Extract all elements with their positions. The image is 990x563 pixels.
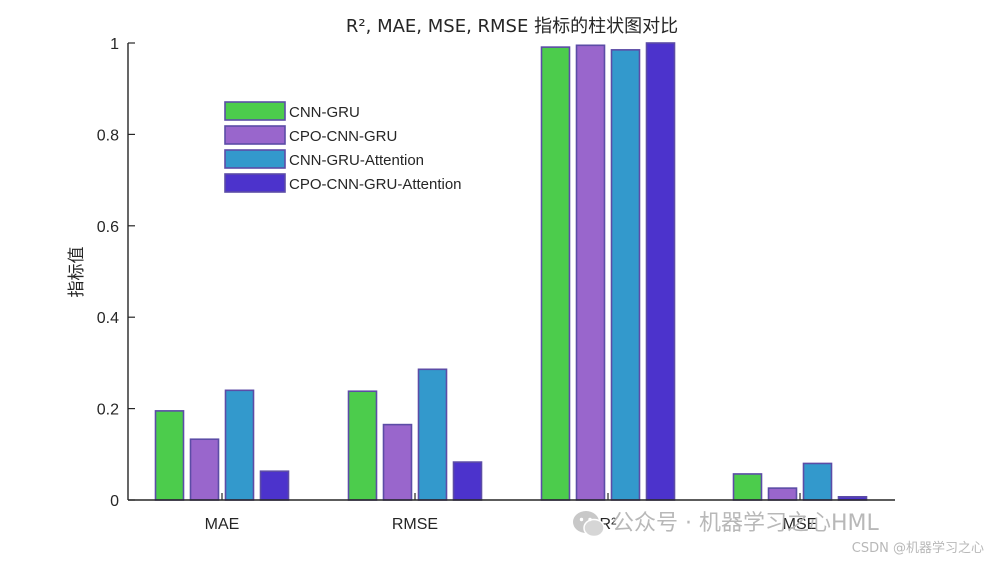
bar-cpo-cnn-gru-attention-mae — [259, 470, 290, 501]
bar-cpo-cnn-gru-mae — [189, 438, 220, 501]
bar-cpo-cnn-gru-attention-r — [645, 42, 676, 501]
bar-cnn-gru-attention-rmse — [417, 368, 448, 501]
legend-swatch — [224, 149, 286, 169]
legend-label: CPO-CNN-GRU — [289, 128, 397, 145]
y-tick-label: 0.4 — [97, 310, 119, 327]
bars-layer — [154, 42, 868, 501]
bar-cnn-gru-attention-mae — [224, 389, 255, 501]
bar-cnn-gru-attention-mse — [802, 462, 833, 501]
y-tick-label: 1 — [110, 36, 119, 53]
bar-cpo-cnn-gru-mse — [767, 487, 798, 501]
legend-swatch — [224, 101, 286, 121]
x-tick-label: MSE — [783, 516, 818, 533]
x-tick-label: RMSE — [392, 516, 438, 533]
bar-cnn-gru-r — [540, 46, 571, 501]
wechat-icon — [573, 511, 605, 538]
y-tick-label: 0 — [110, 493, 119, 510]
y-tick-label: 0.2 — [97, 402, 119, 419]
bar-cnn-gru-rmse — [347, 390, 378, 501]
bar-cnn-gru-mse — [732, 473, 763, 501]
legend: CNN-GRU CPO-CNN-GRU CNN-GRU-Attention CPO-C… — [224, 101, 462, 193]
x-tick-label: MAE — [205, 516, 240, 533]
bar-cnn-gru-mae — [154, 410, 185, 501]
legend-label: CPO-CNN-GRU-Attention — [289, 176, 462, 193]
legend-swatch — [224, 125, 286, 145]
y-axis-label: 指标值 — [67, 247, 87, 298]
bar-cpo-cnn-gru-rmse — [382, 423, 413, 501]
bar-cpo-cnn-gru-attention-rmse — [452, 461, 483, 501]
y-tick-label: 0.6 — [97, 219, 119, 236]
watermark: 公众号 · 机器学习之心HML CSDN @机器学习之心 — [573, 511, 984, 556]
bar-cnn-gru-attention-r — [610, 49, 641, 501]
legend-label: CNN-GRU — [289, 104, 360, 121]
watermark-main-text: 公众号 · 机器学习之心HML — [612, 511, 880, 536]
bar-cpo-cnn-gru-r — [575, 44, 606, 501]
watermark-sub-text: CSDN @机器学习之心 — [852, 540, 984, 556]
legend-label: CNN-GRU-Attention — [289, 152, 424, 169]
legend-swatch — [224, 173, 286, 193]
chart-title: R², MAE, MSE, RMSE 指标的柱状图对比 — [346, 16, 678, 37]
y-tick-label: 0.8 — [97, 127, 119, 144]
